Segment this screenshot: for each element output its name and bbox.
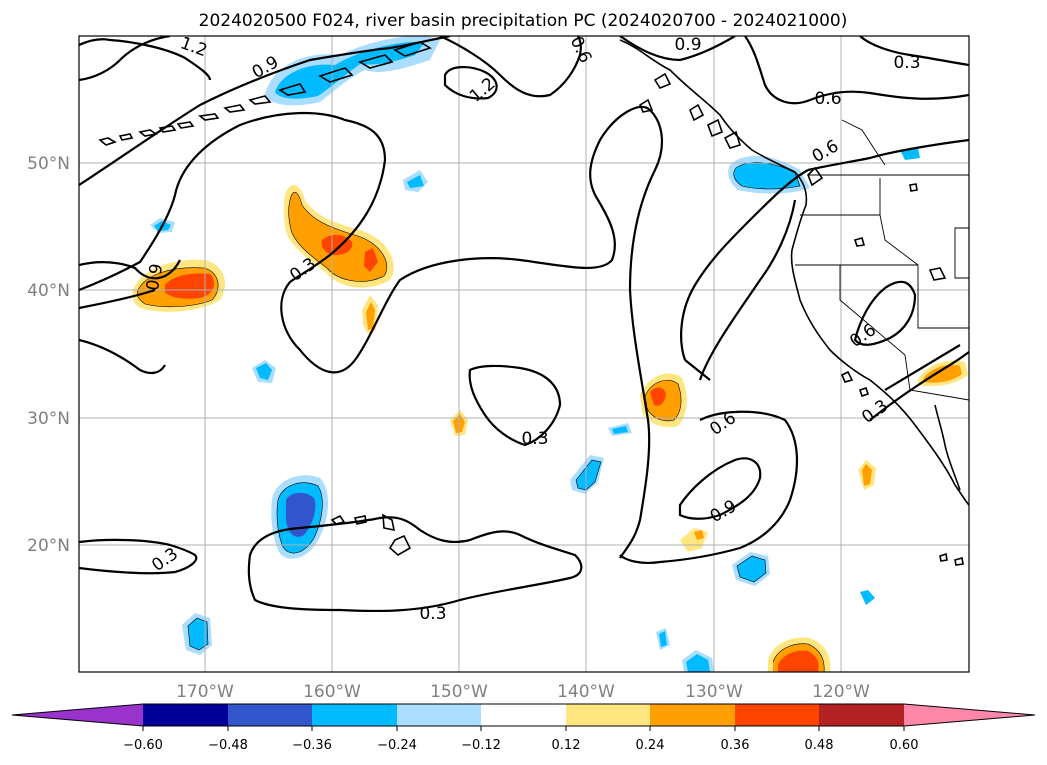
- contour-label: 0.3: [419, 604, 446, 624]
- lon-label-170w: 170°W: [176, 682, 234, 702]
- contour-label: 0.6: [814, 89, 841, 109]
- contour-lines: [79, 36, 969, 613]
- map-border: [78, 35, 970, 673]
- political-borders: [795, 119, 969, 401]
- coastlines: [98, 39, 969, 566]
- negative-anomaly-areas: [150, 36, 920, 672]
- contour-label: 0.9: [674, 35, 701, 55]
- colorbar-tick-label: −0.24: [377, 738, 417, 753]
- colorbar-segment: [481, 704, 566, 726]
- colorbar-segment: [819, 704, 904, 726]
- positive-anomaly-areas: [132, 184, 968, 672]
- colorbar-segment: [143, 704, 228, 726]
- colorbar-segment: [566, 704, 650, 726]
- colorbar-tick-label: 0.60: [890, 738, 919, 753]
- colorbar-ticks: [142, 726, 905, 731]
- map-frame: [79, 36, 969, 672]
- lat-label-30n: 30°N: [27, 409, 70, 429]
- colorbar-tick-label: −0.36: [292, 738, 332, 753]
- colorbar-segment: [228, 704, 312, 726]
- colorbar-segment: [312, 704, 397, 726]
- colorbar-segment: [397, 704, 481, 726]
- figure-title: 2024020500 F024, river basin precipitati…: [199, 11, 848, 31]
- colorbar-segment: [735, 704, 819, 726]
- lon-label-120w: 120°W: [812, 682, 870, 702]
- colorbar-tick-label: −0.60: [123, 738, 163, 753]
- longitude-labels: 170°W 160°W 150°W 140°W 130°W 120°W: [176, 682, 870, 702]
- colorbar-tick-label: −0.12: [461, 738, 501, 753]
- contour-label: 0.9: [143, 262, 167, 292]
- colorbar: −0.60 −0.48 −0.36 −0.24 −0.12 0.12 0.24 …: [11, 703, 1036, 753]
- shading-outlines: [136, 162, 825, 672]
- colorbar-tick-label: 0.12: [552, 738, 581, 753]
- colorbar-extend-max: [904, 704, 1035, 726]
- colorbar-tick-label: 0.36: [721, 738, 750, 753]
- latitude-labels: 50°N 40°N 30°N 20°N: [27, 154, 70, 556]
- colorbar-extend-min: [12, 704, 143, 726]
- lon-label-130w: 130°W: [685, 682, 743, 702]
- contour-label: 0.3: [521, 429, 548, 449]
- colorbar-tick-label: −0.48: [208, 738, 248, 753]
- lon-label-140w: 140°W: [557, 682, 615, 702]
- colorbar-tick-label: 0.24: [636, 738, 665, 753]
- colorbar-tick-label: 0.48: [805, 738, 834, 753]
- lat-label-40n: 40°N: [27, 281, 70, 301]
- lon-label-150w: 150°W: [430, 682, 488, 702]
- lon-label-160w: 160°W: [303, 682, 361, 702]
- colorbar-segment: [650, 704, 735, 726]
- contour-label: 0.3: [893, 53, 920, 73]
- lat-label-20n: 20°N: [27, 536, 70, 556]
- graticule: [79, 36, 969, 672]
- lat-label-50n: 50°N: [27, 154, 70, 174]
